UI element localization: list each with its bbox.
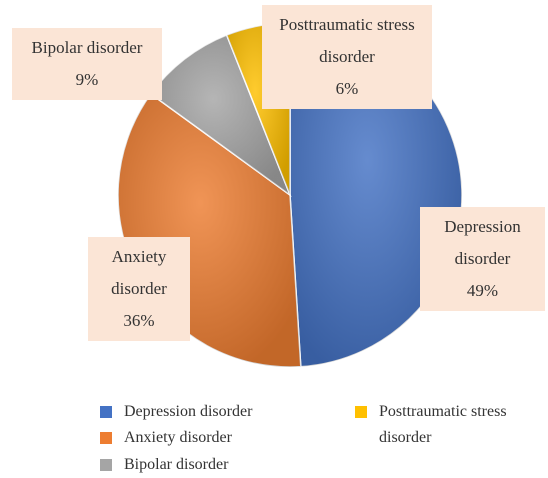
slice-shade <box>150 35 290 195</box>
legend-label: Bipolar disorder <box>124 456 229 473</box>
label-value: 49% <box>466 281 499 300</box>
data-label: Depression disorder 49% <box>420 207 545 311</box>
legend-label: Posttraumatic stress disorder <box>379 403 507 446</box>
legend-swatch <box>355 406 367 418</box>
label-name: Depression disorder <box>444 217 521 268</box>
label-value: 9% <box>75 70 99 89</box>
data-label: Anxiety disorder 36% <box>88 237 190 341</box>
label-value: 36% <box>123 311 155 330</box>
legend-swatch <box>100 432 112 444</box>
label-name: Anxiety disorder <box>111 247 167 298</box>
data-label: Posttraumatic stress disorder 6% <box>262 5 432 109</box>
label-value: 6% <box>335 79 359 98</box>
legend-label: Depression disorder <box>124 403 253 420</box>
label-name: Bipolar disorder <box>31 38 143 57</box>
data-label: Bipolar disorder 9% <box>12 28 162 100</box>
legend-swatch <box>100 406 112 418</box>
legend-label: Anxiety disorder <box>124 429 232 446</box>
legend-swatch <box>100 459 112 471</box>
label-name: Posttraumatic stress disorder <box>279 15 415 66</box>
